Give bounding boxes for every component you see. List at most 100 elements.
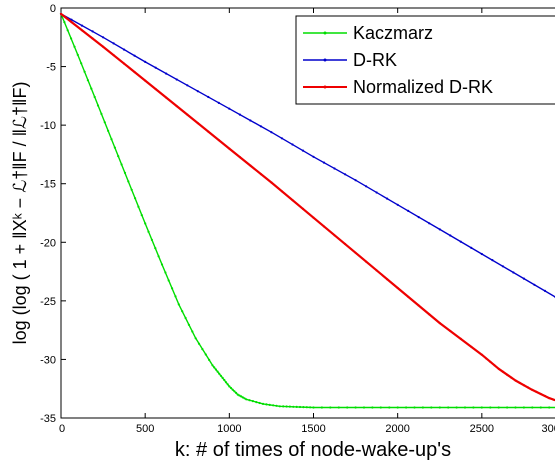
y-tick-label: -15 (40, 179, 56, 191)
data-point (463, 406, 467, 409)
data-point (413, 406, 416, 409)
data-point (438, 322, 441, 325)
legend-label: Normalized D-RK (353, 77, 493, 97)
data-point (470, 246, 473, 249)
data-point (354, 179, 357, 182)
data-point (249, 119, 252, 122)
data-point (531, 406, 534, 409)
data-point (258, 401, 261, 405)
y-tick-label: -10 (40, 120, 56, 132)
data-point (514, 406, 517, 409)
data-point (204, 353, 207, 356)
data-point (191, 330, 194, 333)
data-point (305, 406, 308, 409)
data-point (112, 42, 115, 45)
data-point (375, 269, 378, 272)
data-point (66, 29, 69, 32)
data-point (272, 404, 275, 407)
data-point (255, 401, 258, 404)
data-point (379, 406, 382, 409)
data-point (236, 393, 239, 396)
data-point (548, 397, 551, 400)
data-point (354, 406, 357, 409)
x-tick-label: 500 (136, 423, 154, 435)
data-point (346, 406, 349, 409)
data-point (201, 348, 204, 351)
data-point (438, 228, 441, 231)
data-point (329, 406, 332, 409)
data-point (207, 130, 210, 133)
x-tick-label: 3000 (542, 423, 555, 435)
data-point (83, 70, 86, 73)
data-point (197, 342, 201, 345)
data-point (522, 277, 526, 280)
y-tick-label: -5 (46, 62, 56, 74)
data-point (144, 60, 147, 64)
data-point (265, 403, 268, 406)
x-axis-label: k: # of times of node-wake-up's (175, 439, 451, 461)
x-tick-label: 1500 (301, 423, 325, 435)
data-point (174, 295, 177, 298)
data-point (177, 303, 180, 306)
data-point (186, 113, 189, 116)
data-point (228, 107, 231, 110)
data-point (301, 149, 305, 152)
data-point (497, 406, 500, 409)
data-point (531, 388, 534, 391)
legend-label: D-RK (353, 50, 397, 70)
data-point (322, 225, 326, 228)
legend-label: Kaczmarz (353, 23, 433, 43)
x-tick-label: 2500 (470, 423, 494, 435)
data-point (196, 90, 199, 93)
data-point (417, 304, 420, 307)
data-point (93, 95, 96, 99)
data-point (120, 163, 123, 166)
data-point (291, 199, 294, 202)
data-point (73, 45, 76, 48)
data-point (100, 112, 103, 115)
data-point (309, 406, 312, 409)
data-point (164, 271, 167, 274)
data-point (302, 406, 305, 409)
data-point (240, 395, 243, 398)
data-point (301, 207, 305, 210)
data-point (165, 96, 168, 99)
data-point (91, 30, 94, 33)
data-point (147, 230, 150, 233)
data-point (196, 122, 199, 125)
data-point (63, 21, 66, 24)
data-point (59, 12, 63, 15)
data-point (233, 390, 236, 393)
data-point (535, 390, 538, 393)
data-point (365, 185, 368, 188)
data-point (533, 283, 536, 286)
data-point (472, 406, 475, 409)
data-point (140, 214, 143, 217)
data-point (354, 251, 357, 254)
data-point (194, 337, 197, 340)
data-point (231, 388, 234, 391)
data-point (459, 337, 462, 340)
legend-marker (323, 31, 327, 35)
y-tick-label: -25 (40, 296, 56, 308)
data-point (333, 234, 336, 237)
data-point (223, 378, 226, 382)
series-line-kaczmarz (60, 13, 555, 409)
data-point (229, 386, 233, 390)
data-point (259, 125, 262, 128)
data-point (181, 310, 184, 313)
data-point (275, 404, 278, 407)
data-point (320, 406, 323, 409)
x-tick-label: 0 (59, 423, 65, 435)
data-point (386, 197, 389, 200)
data-point (218, 372, 221, 375)
data-point (175, 78, 178, 81)
data-point (539, 406, 542, 409)
data-point (249, 164, 252, 167)
y-axis-label: log (log ( 1 + ‖Xᵏ − ℒ†‖F / ‖ℒ†‖F) (10, 82, 30, 345)
data-point (110, 138, 113, 141)
data-point (512, 271, 515, 274)
data-point (216, 370, 219, 373)
data-point (238, 113, 241, 116)
